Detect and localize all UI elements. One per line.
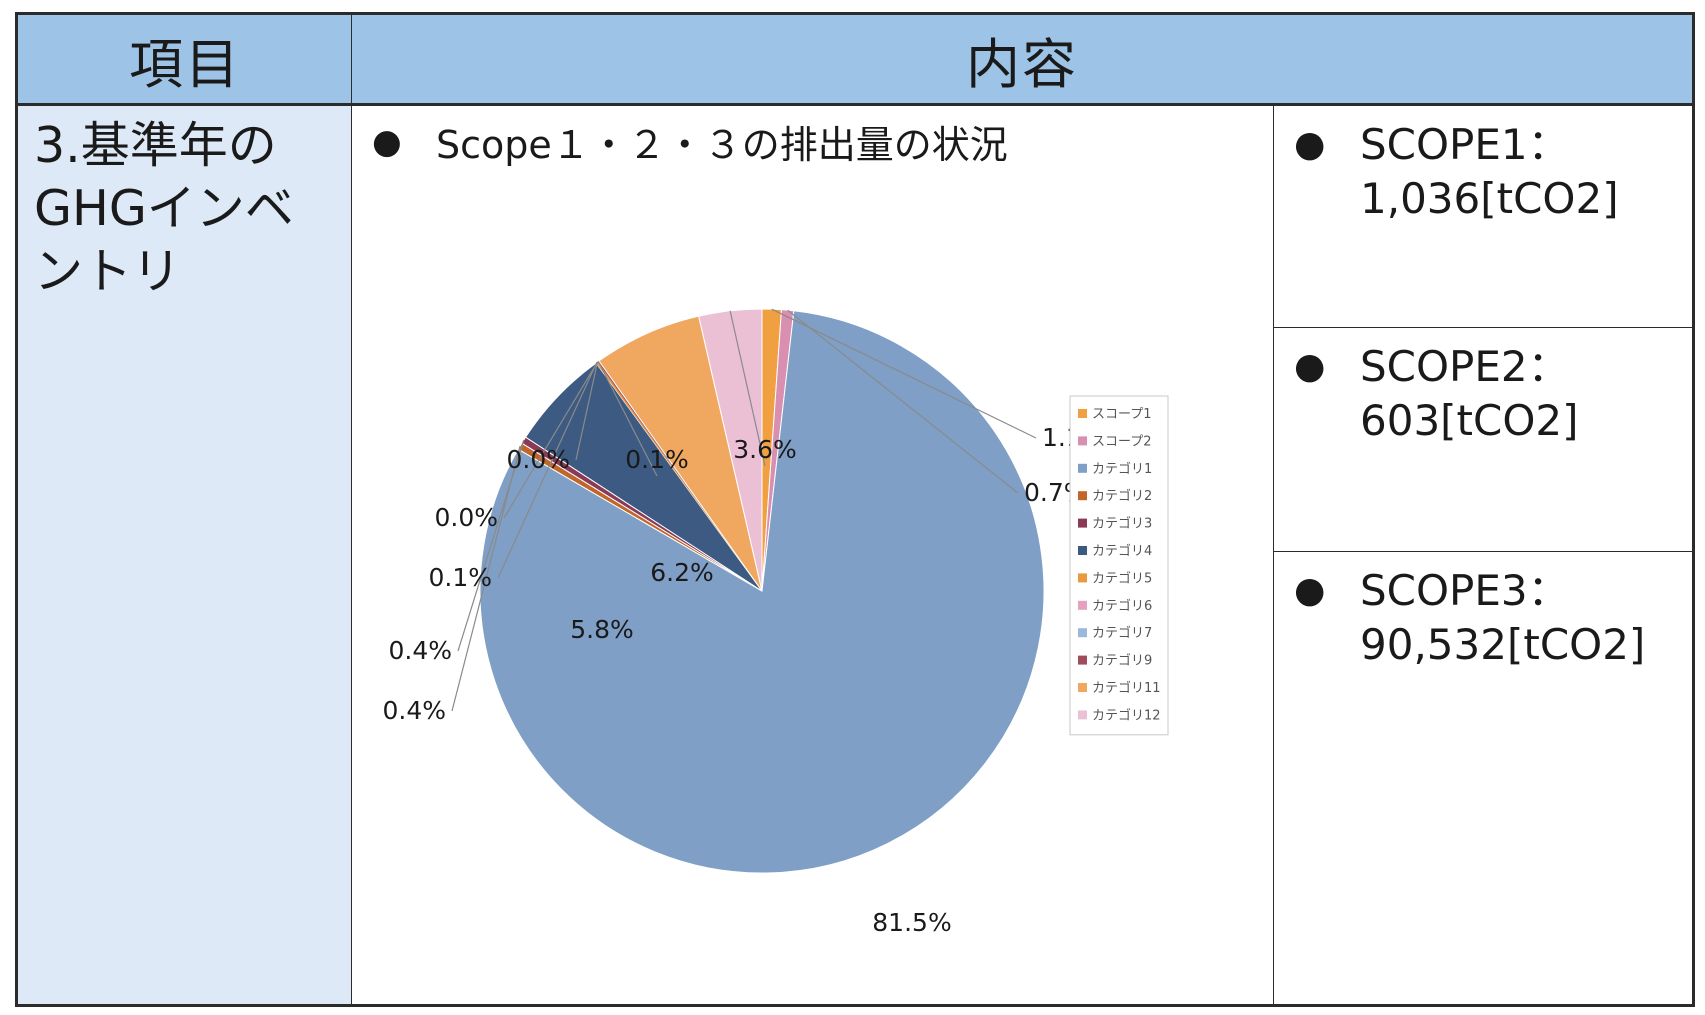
- legend-swatch: [1078, 600, 1087, 610]
- content-cell: ● Scope１・２・３の排出量の状況 1.1%0.7%81.5%0.4%0.4…: [351, 103, 1275, 1007]
- content-heading-row: ● Scope１・２・３の排出量の状況: [372, 114, 1008, 169]
- scope2-text: SCOPE2： 603[tCO2]: [1360, 342, 1579, 445]
- legend-swatch: [1078, 436, 1087, 446]
- header-item-label: 項目: [129, 32, 241, 96]
- data-label: 6.2%: [650, 558, 714, 587]
- pie-chart: 1.1%0.7%81.5%0.4%0.4%5.8%0.1%0.0%0.0%0.1…: [382, 308, 1169, 937]
- scope1-text: SCOPE1： 1,036[tCO2]: [1360, 120, 1619, 223]
- data-label: 0.4%: [388, 636, 452, 665]
- legend-entry: カテゴリ7: [1092, 625, 1152, 641]
- legend-entry: スコープ2: [1092, 434, 1152, 449]
- legend-swatch: [1078, 628, 1087, 638]
- legend-swatch: [1078, 546, 1087, 555]
- data-label: 5.8%: [570, 615, 634, 644]
- legend-entry: カテゴリ1: [1092, 461, 1152, 477]
- data-label: 3.6%: [733, 435, 797, 464]
- bullet-icon: ●: [1294, 570, 1326, 611]
- legend-box: [1069, 395, 1169, 736]
- leader-line: [771, 308, 1037, 439]
- pie-slice: [479, 310, 1045, 874]
- slide-table: 項目 内容 3.基準年の GHGインベ ントリ ● Scope１・２・３の排出量…: [15, 12, 1695, 1007]
- item-cell: 3.基準年の GHGインベ ントリ: [15, 103, 353, 1007]
- data-label: 81.5%: [872, 908, 951, 937]
- legend-entry: カテゴリ5: [1092, 570, 1152, 586]
- legend-swatch: [1078, 655, 1087, 665]
- scope1-cell: ● SCOPE1： 1,036[tCO2]: [1273, 103, 1695, 329]
- leader-line: [575, 361, 599, 461]
- bullet-icon: ●: [1294, 124, 1326, 165]
- legend-entry: カテゴリ11: [1092, 680, 1161, 696]
- legend-entry: カテゴリ2: [1092, 488, 1152, 504]
- legend-entry: スコープ1: [1092, 407, 1152, 422]
- leader-line: [503, 361, 599, 519]
- leader-line: [729, 310, 766, 467]
- leader-line: [787, 309, 1019, 494]
- legend-entry: カテゴリ3: [1092, 516, 1152, 532]
- legend-swatch: [1078, 710, 1087, 720]
- data-label: 0.1%: [625, 445, 689, 474]
- header-content-label: 内容: [966, 32, 1078, 96]
- legend-entry: カテゴリ6: [1092, 598, 1152, 614]
- scope2-cell: ● SCOPE2： 603[tCO2]: [1273, 327, 1695, 553]
- data-label: 0.0%: [434, 503, 498, 532]
- data-label: 0.4%: [382, 696, 446, 725]
- data-label: 0.1%: [428, 563, 492, 592]
- header-content: 内容: [351, 12, 1695, 106]
- content-heading: Scope１・２・３の排出量の状況: [436, 123, 1008, 167]
- pie-slice: [596, 361, 762, 591]
- bullet-icon: ●: [1294, 346, 1326, 387]
- bullet-icon: ●: [372, 121, 402, 162]
- legend-entry: カテゴリ4: [1092, 543, 1152, 559]
- data-label: 0.0%: [506, 445, 570, 474]
- scope3-text: SCOPE3： 90,532[tCO2]: [1360, 566, 1646, 669]
- scope3-cell: ● SCOPE3： 90,532[tCO2]: [1273, 551, 1695, 1007]
- leader-line: [457, 439, 525, 652]
- legend-swatch: [1078, 463, 1087, 473]
- header-item: 項目: [15, 12, 353, 106]
- leader-line: [497, 362, 598, 579]
- legend-entry: カテゴリ9: [1092, 653, 1152, 669]
- legend-swatch: [1078, 518, 1087, 528]
- legend-swatch: [1078, 409, 1087, 418]
- legend-entry: カテゴリ12: [1092, 707, 1161, 723]
- leader-line: [597, 361, 658, 477]
- legend-swatch: [1078, 573, 1087, 583]
- legend-swatch: [1078, 683, 1087, 692]
- legend-swatch: [1078, 491, 1087, 501]
- item-text: 3.基準年の GHGインベ ントリ: [34, 117, 294, 300]
